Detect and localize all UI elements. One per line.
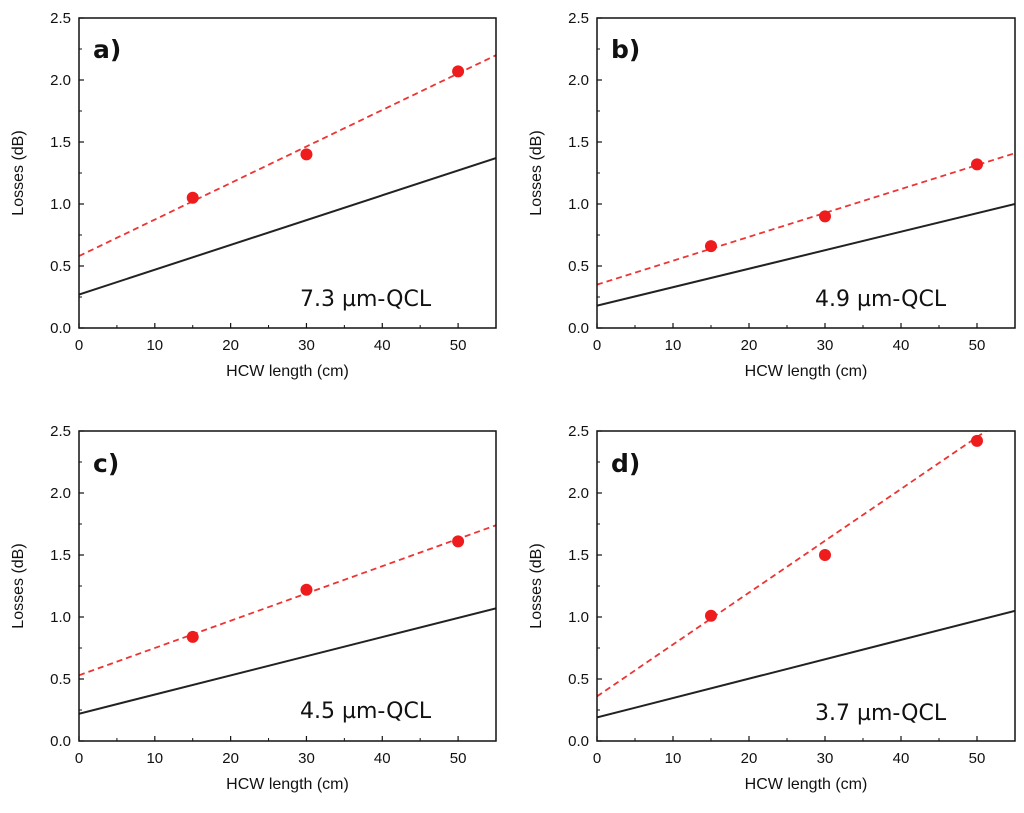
y-tick-label: 0.0 [568,733,589,750]
x-tick-label: 10 [665,750,682,767]
data-point [971,434,983,447]
plot-area [79,524,496,715]
y-tick-label: 2.5 [568,423,589,440]
data-point [186,630,199,643]
y-tick-label: 0.5 [568,258,589,275]
plot-area [79,54,496,296]
y-tick-label: 2.5 [50,423,71,440]
y-tick-label: 2.0 [50,485,71,502]
y-axis-title: Losses (dB) [10,543,27,628]
x-tick-label: 20 [741,750,758,767]
x-axis-title: HCW length (cm) [226,363,349,380]
panel-label: c) [93,449,119,478]
panel-label: b) [611,35,640,64]
y-tick-label: 2.5 [50,10,71,27]
x-tick-label: 30 [817,750,834,767]
x-tick-label: 30 [817,337,834,354]
data-point [819,549,831,561]
y-tick-label: 0.0 [568,320,589,337]
x-tick-label: 10 [665,337,682,354]
panel-annotation: 4.5 µm-QCL [300,699,432,724]
data-point [971,158,983,171]
x-tick-label: 30 [298,750,315,767]
y-tick-label: 1.5 [50,547,71,564]
x-tick-label: 40 [374,750,391,767]
y-axis-title: Losses (dB) [528,130,545,215]
x-tick-label: 50 [969,750,986,767]
y-tick-label: 0.0 [50,733,71,750]
y-tick-label: 2.0 [50,72,71,89]
x-tick-label: 0 [75,337,83,354]
data-point [819,210,831,223]
panel-label: d) [611,449,640,478]
y-tick-label: 2.0 [568,485,589,502]
y-tick-label: 1.5 [50,134,71,151]
reference-line [79,607,496,715]
x-tick-label: 0 [593,750,601,767]
y-tick-label: 0.5 [50,671,71,688]
panel-annotation: 4.9 µm-QCL [815,287,947,312]
x-axis-title: HCW length (cm) [226,776,349,793]
x-tick-label: 40 [374,337,391,354]
fit-line [597,152,1015,286]
plot-area [597,431,1015,719]
y-tick-label: 1.0 [568,196,589,213]
data-point [705,609,717,622]
data-point [452,535,465,548]
x-axis-title: HCW length (cm) [745,363,868,380]
x-tick-label: 20 [222,750,239,767]
y-tick-label: 0.0 [50,320,71,337]
x-tick-label: 50 [969,337,986,354]
x-tick-label: 10 [146,750,163,767]
chart-panel-a: 0 10 20 30 40 50 0.0 0.5 1.0 1.5 2.0 2.5 HCW length … [10,10,497,380]
plot-frame [596,430,1016,742]
y-tick-label: 2.5 [568,10,589,27]
x-tick-label: 0 [75,750,83,767]
plot-frame [78,430,497,742]
panel-annotation: 3.7 µm-QCL [815,701,947,726]
x-tick-label: 0 [593,337,601,354]
panel-label: a) [93,35,121,64]
fit-line [597,431,988,698]
reference-line [597,203,1015,307]
fit-line [79,524,496,677]
x-tick-label: 50 [450,337,467,354]
data-point [300,148,313,161]
data-point [300,583,313,596]
y-tick-label: 1.5 [568,134,589,151]
reference-line [597,609,1015,719]
x-tick-label: 50 [450,750,467,767]
chart-panel-c: 0 10 20 30 40 50 0.0 0.5 1.0 1.5 2.0 2.5 HCW length … [10,423,497,793]
y-tick-label: 1.5 [568,547,589,564]
y-tick-label: 2.0 [568,72,589,89]
x-tick-label: 40 [893,750,910,767]
fit-line [79,54,496,257]
y-axis-title: Losses (dB) [528,543,545,628]
y-tick-label: 1.0 [568,609,589,626]
y-tick-label: 1.0 [50,609,71,626]
chart-panel-b: 0 10 20 30 40 50 0.0 0.5 1.0 1.5 2.0 2.5 HCW length … [528,10,1016,380]
plot-frame [78,17,497,329]
data-point [705,240,717,253]
reference-line [79,157,496,296]
y-tick-label: 0.5 [50,258,71,275]
x-tick-label: 10 [146,337,163,354]
plot-area [597,152,1015,307]
x-tick-label: 20 [741,337,758,354]
y-tick-label: 0.5 [568,671,589,688]
x-tick-label: 30 [298,337,315,354]
data-point [452,65,465,78]
chart-panel-d: 0 10 20 30 40 50 0.0 0.5 1.0 1.5 2.0 2.5 HCW length … [528,423,1016,793]
x-tick-label: 20 [222,337,239,354]
x-tick-label: 40 [893,337,910,354]
y-tick-label: 1.0 [50,196,71,213]
panel-annotation: 7.3 µm-QCL [300,287,432,312]
data-point [186,191,199,204]
y-axis-title: Losses (dB) [10,130,27,215]
x-axis-title: HCW length (cm) [745,776,868,793]
